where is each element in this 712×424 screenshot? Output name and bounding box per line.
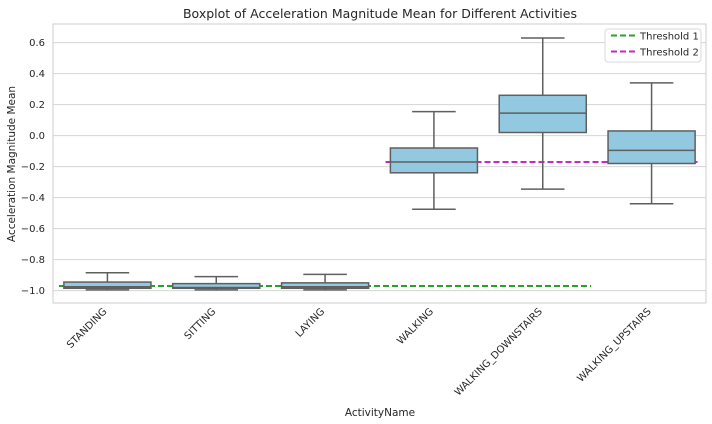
box-walking_upstairs (607, 82, 696, 205)
box-body (389, 147, 479, 174)
x-tick-label: LAYING (294, 306, 327, 339)
box-standing (63, 272, 152, 291)
box-series (63, 37, 696, 291)
y-tick-label: −0.2 (21, 162, 45, 173)
y-axis-label: Acceleration Magnitude Mean (6, 86, 18, 242)
box-laying (280, 273, 370, 291)
legend-label-threshold-2: Threshold 2 (639, 48, 699, 59)
box-body (63, 281, 152, 290)
plot-area (52, 23, 707, 304)
legend-label-threshold-1: Threshold 1 (639, 32, 699, 43)
chart-title: Boxplot of Acceleration Magnitude Mean f… (183, 6, 577, 21)
y-gridlines (53, 42, 706, 292)
box-walking_downstairs (498, 37, 588, 190)
x-axis-label: ActivityName (345, 407, 415, 419)
box-body (498, 94, 588, 134)
x-tick-label: WALKING_DOWNSTAIRS (453, 306, 545, 398)
y-tick-label: 0.6 (29, 38, 45, 49)
box-body (607, 130, 696, 165)
box-body (280, 282, 370, 290)
y-tick-label: 0.2 (29, 100, 45, 111)
x-tick-label: STANDING (65, 306, 109, 350)
y-tick-label: −1.0 (21, 286, 45, 297)
x-tick-label: WALKING (395, 306, 436, 347)
x-tick-labels: STANDING SITTING LAYING WALKING WALKING_DOWN… (65, 306, 654, 398)
y-tick-labels: 0.6 0.4 0.2 0.0 −0.2 −0.4 −0.6 −0.8 −1.0 (21, 38, 45, 297)
y-tick-label: −0.4 (21, 193, 45, 204)
x-tick-label: WALKING_UPSTAIRS (575, 306, 653, 384)
box-body (171, 282, 261, 290)
box-sitting (171, 275, 261, 291)
y-tick-label: 0.0 (29, 131, 45, 142)
x-tick-label: SITTING (183, 306, 219, 342)
box-walking (389, 110, 479, 210)
y-tick-label: −0.8 (21, 255, 45, 266)
legend: Threshold 1 Threshold 2 (604, 28, 702, 63)
y-tick-label: −0.6 (21, 224, 45, 235)
legend-box (604, 28, 702, 63)
y-tick-label: 0.4 (29, 69, 45, 80)
